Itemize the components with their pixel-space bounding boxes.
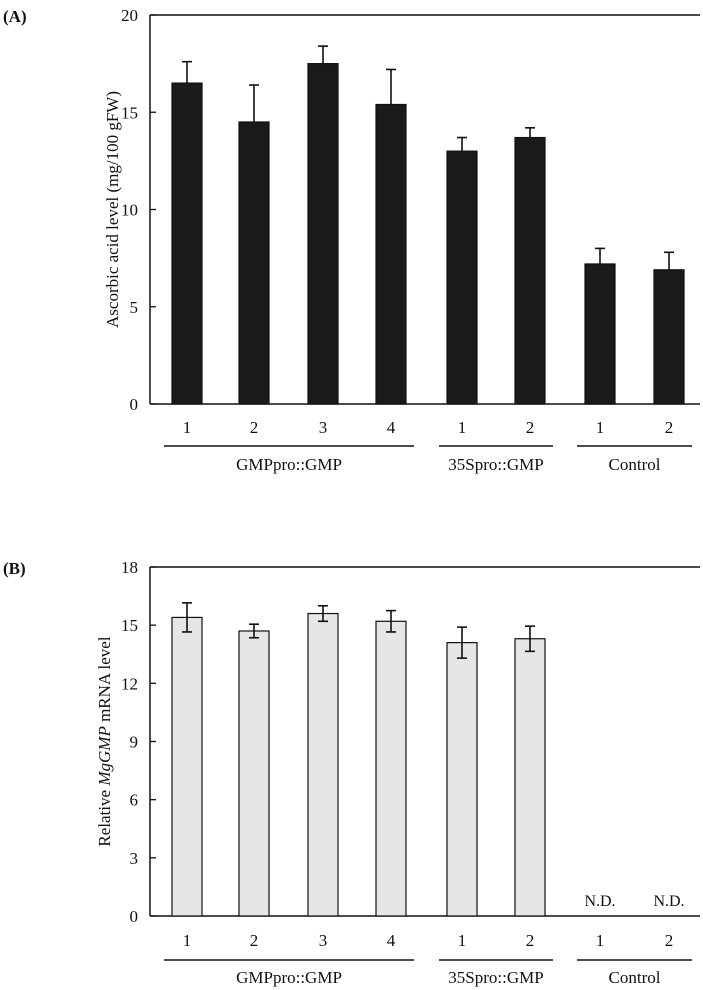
group-label: Control: [609, 455, 661, 474]
x-tick-label: 3: [319, 418, 328, 437]
bar: [514, 136, 546, 405]
group-label: GMPpro::GMP: [236, 455, 342, 474]
x-tick-label: 4: [387, 931, 396, 950]
y-tick-label: 10: [121, 201, 138, 220]
bar: [446, 150, 478, 405]
y-tick-label: 0: [130, 907, 139, 926]
bar: [307, 612, 339, 917]
bar: [375, 103, 407, 405]
x-tick-label: 3: [319, 931, 328, 950]
y-tick-label: 0: [130, 395, 139, 414]
bar: [171, 82, 203, 405]
panel-a-chart: (A) 0 5 10 15 20 Ascorbic acid level (mg/100 g…: [3, 6, 700, 474]
x-tick-label: 1: [596, 931, 605, 950]
x-tick-label: 4: [387, 418, 396, 437]
y-tick-label: 12: [121, 674, 138, 693]
y-axis-label: Relative MgGMP mRNA level: [95, 636, 114, 846]
x-tick-label: 2: [526, 931, 535, 950]
x-tick-label: 2: [250, 418, 259, 437]
y-axis-label: Ascorbic acid level (mg/100 gFW): [103, 91, 122, 328]
x-tick-label: 1: [458, 418, 467, 437]
bar: [446, 642, 478, 917]
group-label: 35Spro::GMP: [448, 968, 543, 987]
bar: [171, 616, 203, 917]
y-tick-label: 5: [130, 298, 139, 317]
y-tick-label: 18: [121, 558, 138, 577]
not-detected-label: N.D.: [653, 893, 684, 910]
x-tick-label: 2: [250, 931, 259, 950]
y-tick-label: 6: [130, 791, 139, 810]
x-tick-label: 1: [596, 418, 605, 437]
y-tick-label: 3: [130, 849, 139, 868]
y-tick-label: 15: [121, 616, 138, 635]
bar: [653, 269, 685, 405]
bar: [584, 263, 616, 405]
x-tick-label: 1: [183, 418, 192, 437]
group-label: Control: [609, 968, 661, 987]
x-tick-label: 2: [665, 418, 674, 437]
not-detected-label: N.D.: [584, 893, 615, 910]
y-tick-label: 15: [121, 103, 138, 122]
x-tick-label: 1: [458, 931, 467, 950]
panel-label: (B): [3, 559, 26, 578]
panel-label: (A): [3, 7, 27, 26]
bar: [514, 638, 546, 917]
y-tick-label: 20: [121, 6, 138, 25]
group-label: GMPpro::GMP: [236, 968, 342, 987]
x-tick-label: 1: [183, 931, 192, 950]
bar: [238, 121, 270, 405]
bar: [307, 63, 339, 405]
bar: [238, 630, 270, 917]
bar: [375, 620, 407, 917]
x-tick-label: 2: [665, 931, 674, 950]
x-tick-label: 2: [526, 418, 535, 437]
y-tick-label: 9: [130, 733, 139, 752]
group-label: 35Spro::GMP: [448, 455, 543, 474]
